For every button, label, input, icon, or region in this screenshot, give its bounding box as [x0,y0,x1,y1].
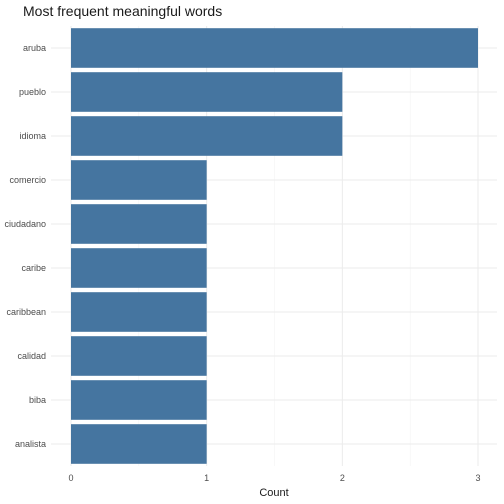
chart-title: Most frequent meaningful words [23,3,222,19]
y-tick-label: idioma [19,131,46,141]
y-tick-label: caribbean [6,307,46,317]
y-tick-label: calidad [17,351,46,361]
bars [71,28,478,464]
bar-analista [71,424,207,464]
x-tick-label: 1 [204,473,209,483]
x-axis-labels: 0 1 2 3 [68,473,480,483]
y-tick-label: ciudadano [4,219,46,229]
y-tick-label: analista [15,439,46,449]
bar-idioma [71,116,343,156]
x-axis-title: Count [259,487,288,499]
x-tick-label: 2 [340,473,345,483]
y-tick-label: aruba [23,43,46,53]
bar-biba [71,380,207,420]
x-tick-label: 3 [475,473,480,483]
bar-caribbean [71,292,207,332]
bar-ciudadano [71,204,207,244]
bar-calidad [71,336,207,376]
y-tick-label: caribe [21,263,46,273]
y-tick-label: pueblo [19,87,46,97]
y-axis-labels: aruba pueblo idioma comercio ciudadano caribe… [4,43,46,449]
bar-pueblo [71,72,343,112]
y-tick-label: comercio [9,175,46,185]
x-tick-label: 0 [68,473,73,483]
bar-comercio [71,160,207,200]
bar-caribe [71,248,207,288]
bar-aruba [71,28,478,68]
y-tick-label: biba [29,395,46,405]
